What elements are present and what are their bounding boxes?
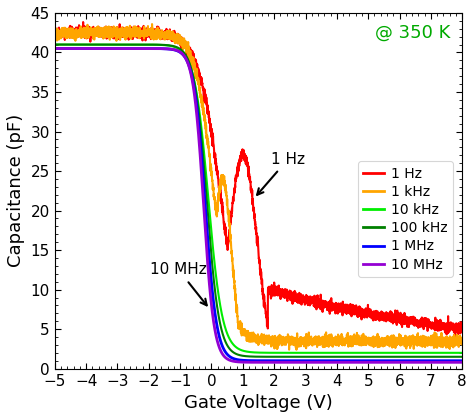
10 kHz xyxy=(459,350,465,355)
10 MHz xyxy=(226,357,231,362)
1 Hz xyxy=(452,334,458,339)
1 kHz xyxy=(459,342,465,347)
1 MHz xyxy=(123,46,128,51)
Line: 10 kHz: 10 kHz xyxy=(55,44,462,353)
1 MHz xyxy=(433,358,438,363)
1 Hz xyxy=(408,318,413,323)
1 MHz xyxy=(226,353,231,358)
10 MHz xyxy=(123,46,128,51)
1 kHz xyxy=(452,339,457,344)
1 MHz xyxy=(52,46,57,51)
10 MHz xyxy=(52,46,57,51)
1 Hz xyxy=(80,20,86,25)
100 kHz xyxy=(408,354,413,360)
1 Hz xyxy=(208,134,214,139)
Line: 1 Hz: 1 Hz xyxy=(55,22,462,336)
Line: 10 MHz: 10 MHz xyxy=(55,49,462,362)
1 Hz xyxy=(52,29,57,34)
Y-axis label: Capacitance (pF): Capacitance (pF) xyxy=(7,114,25,267)
X-axis label: Gate Voltage (V): Gate Voltage (V) xyxy=(184,394,333,412)
Text: 1 Hz: 1 Hz xyxy=(257,152,305,195)
1 MHz xyxy=(459,358,465,363)
1 kHz xyxy=(226,220,232,225)
100 kHz xyxy=(226,345,231,350)
10 kHz xyxy=(208,225,214,230)
10 kHz xyxy=(226,334,231,339)
Legend: 1 Hz, 1 kHz, 10 kHz, 100 kHz, 1 MHz, 10 MHz: 1 Hz, 1 kHz, 10 kHz, 100 kHz, 1 MHz, 10 … xyxy=(358,161,453,277)
1 kHz xyxy=(408,339,413,344)
1 Hz xyxy=(99,31,104,36)
100 kHz xyxy=(457,354,463,360)
1 kHz xyxy=(149,21,155,26)
100 kHz xyxy=(52,42,57,47)
10 MHz xyxy=(208,298,214,303)
10 kHz xyxy=(451,350,457,355)
Text: 10 MHz: 10 MHz xyxy=(150,262,207,305)
1 Hz xyxy=(452,327,457,332)
100 kHz xyxy=(99,42,104,47)
1 Hz xyxy=(226,236,232,241)
1 kHz xyxy=(99,33,104,38)
1 kHz xyxy=(293,347,299,352)
1 kHz xyxy=(123,29,128,34)
Line: 100 kHz: 100 kHz xyxy=(55,44,462,357)
10 kHz xyxy=(52,42,57,47)
1 kHz xyxy=(208,165,214,170)
100 kHz xyxy=(459,354,465,360)
10 MHz xyxy=(99,46,104,51)
1 MHz xyxy=(408,358,413,363)
10 MHz xyxy=(459,360,465,365)
100 kHz xyxy=(451,354,457,360)
Line: 1 kHz: 1 kHz xyxy=(55,24,462,350)
1 kHz xyxy=(52,36,57,41)
10 MHz xyxy=(452,360,457,365)
10 MHz xyxy=(408,360,413,365)
10 MHz xyxy=(416,360,421,365)
10 kHz xyxy=(408,350,413,355)
10 kHz xyxy=(459,350,465,355)
1 Hz xyxy=(123,29,128,34)
1 MHz xyxy=(452,358,457,363)
10 kHz xyxy=(99,42,104,47)
10 kHz xyxy=(123,42,128,47)
100 kHz xyxy=(208,249,214,254)
1 MHz xyxy=(208,275,214,280)
1 Hz xyxy=(459,327,465,332)
100 kHz xyxy=(123,42,128,47)
1 MHz xyxy=(99,46,104,51)
Line: 1 MHz: 1 MHz xyxy=(55,49,462,361)
Text: @ 350 K: @ 350 K xyxy=(374,23,450,41)
